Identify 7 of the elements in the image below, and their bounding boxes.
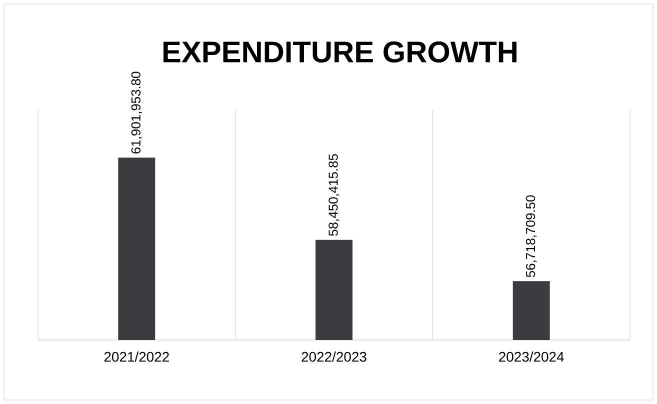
- chart-title: EXPENDITURE GROWTH: [164, 41, 516, 63]
- data-label: 58,450,415.85: [328, 154, 340, 236]
- x-tick-label: 2022/2023: [302, 352, 366, 362]
- data-label: 56,718,709.50: [526, 195, 537, 278]
- x-tick-label: 2023/2024: [499, 352, 564, 362]
- data-label: 61,901,953.80: [131, 72, 142, 154]
- x-tick-label: 2021/2022: [104, 352, 169, 362]
